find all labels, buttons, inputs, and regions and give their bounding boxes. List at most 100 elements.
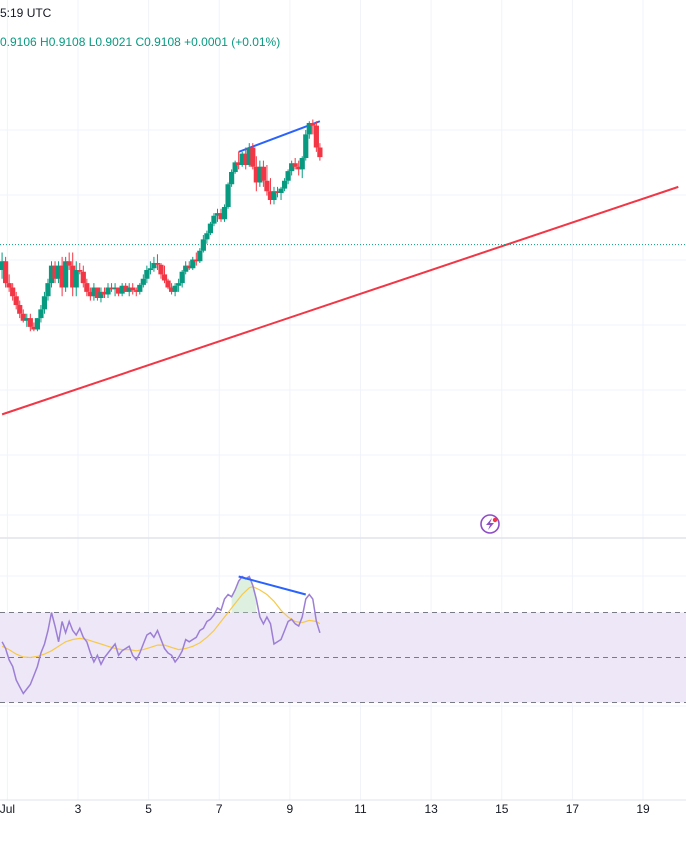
candle-body [101,291,108,295]
candle-body [133,290,139,292]
candle-body [257,166,263,183]
candle-body [38,309,44,319]
candle-body [183,265,189,272]
candle-body [130,287,136,291]
candle-body [84,283,90,292]
candle-body [317,147,323,158]
candle-body [17,305,23,314]
candle-body [267,191,274,200]
candle-body [229,172,235,185]
candle-body [285,171,291,181]
candle-body [13,296,19,305]
candle-body [190,259,196,269]
candles-layer [0,119,323,332]
candle-body [119,285,125,294]
support-trendline [1,185,679,416]
candle-body [55,265,62,279]
candle-body [80,271,86,284]
candle-body [204,233,210,240]
candle-body [186,265,192,269]
candle-body [271,191,277,200]
lightning-circle-icon[interactable] [480,514,500,534]
candle-body [250,147,256,167]
x-tick-label: Jul [0,802,15,816]
rsi-divergence-line [238,575,307,596]
candle-body [289,163,295,172]
candle-body [310,123,316,126]
candle-body [0,261,5,270]
candle-body [168,287,175,292]
candle-body [147,268,153,270]
rsi-overbought-fill [231,576,257,613]
grid [0,0,686,801]
candle-body [27,318,33,327]
candle-body [112,287,118,290]
candle-body [278,188,284,193]
x-axis: Jul 3 5 7 9 11 13 15 17 19 [0,802,650,816]
candle-body [197,250,203,262]
x-tick-label: 19 [636,802,650,816]
candle-body [253,166,259,183]
candle-body [221,207,228,220]
rsi-ma-line [1,585,321,659]
candle-body [63,261,69,288]
candle-body [161,274,168,281]
candle-body [260,166,266,181]
x-tick-label: 3 [75,802,82,816]
candle-body [179,271,185,284]
candle-body [126,287,132,292]
candle-body [66,261,72,266]
candle-body [264,180,270,192]
rsi-band [0,612,686,703]
candle-body [140,278,146,285]
candle-body [137,284,143,292]
candle-body [87,291,93,297]
candle-body [3,261,9,284]
candle-body [313,125,319,148]
candle-body [292,163,298,167]
candle-body [214,213,221,216]
candle-body [303,134,309,158]
candle-body [45,283,51,297]
candle-body [41,296,48,310]
header-time: 5:19 UTC [0,6,52,20]
x-tick-label: 5 [145,802,152,816]
candle-body [218,213,224,220]
rsi-layer [1,575,321,695]
candle-body [207,223,214,234]
candle-body [105,287,111,295]
x-tick-label: 13 [424,802,438,816]
trendline-layer[interactable] [0,120,686,416]
price-divergence-line [238,120,321,153]
candle-body [151,263,157,269]
candle-body [299,158,305,170]
candle-body [24,318,30,321]
candle-body [48,265,55,284]
candle-body [123,285,129,292]
candle-body [116,287,122,294]
candle-body [211,215,217,224]
candle-body [31,326,37,330]
candle-body [281,180,288,189]
candle-body [10,287,16,297]
candle-body [154,263,161,265]
x-tick-label: 17 [566,802,580,816]
candle-body [94,287,101,298]
candle-body [144,270,150,279]
candle-body [225,184,231,207]
candle-body [306,123,312,135]
candle-body [236,162,242,165]
candle-body [20,313,26,321]
x-tick-label: 9 [287,802,294,816]
candle-body [77,270,83,272]
candle-body [34,318,40,330]
candle-body [176,283,182,286]
candle-body [246,147,252,165]
candle-body [239,153,245,165]
x-tick-label: 15 [495,802,509,816]
candle-body [232,162,238,172]
candle-body [98,291,104,298]
candle-body [70,265,76,288]
